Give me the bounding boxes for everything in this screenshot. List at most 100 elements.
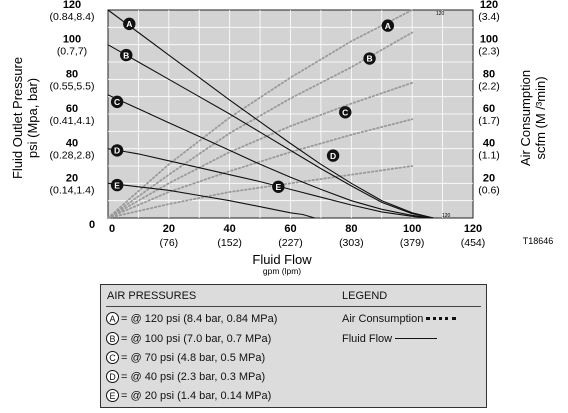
y-left-tick-label: 80 [66,68,78,80]
legend-row-b: B = @ 100 psi (7.0 bar, 0.7 MPa) [106,330,271,347]
air-pressure-legend: AIR PRESSURES LEGEND A = @ 120 psi (8.4 … [100,284,487,408]
air-consumption-line-d [107,118,414,219]
x-tick-sublabel: (454) [461,237,486,249]
fluid-flow-line-a [107,9,435,219]
x-tick-sublabel: (152) [217,237,242,249]
series-marker-b [363,52,376,65]
legend-header-air-pressures: AIR PRESSURES [107,290,197,302]
legend-item-fluid-flow: Fluid Flow [342,330,438,347]
y-left-tick-sublabel: (0.84,8.4) [50,11,95,23]
solid-line-icon [395,338,438,339]
series-marker-c [110,95,124,109]
series-marker-b [120,48,133,62]
legend-fluid-flow-label: Fluid Flow [342,332,393,345]
legend-air-consumption-label: Air Consumption [342,312,424,325]
y-axis-left-title: Fluid Outlet Pressure [10,57,25,179]
x-tick-label: 60 [284,223,296,235]
series-marker-e [110,178,124,192]
series-marker-d [326,149,340,162]
series-marker-e [272,180,285,193]
y-left-tick-label: 120 [63,0,81,11]
y-right-tick-sublabel: (3.4) [478,11,500,23]
fluid-flow-line-e [107,182,316,219]
air-consumption-line-a [107,9,414,219]
series-marker-label: B [123,50,129,60]
circle-a-icon: A [106,312,119,325]
y-right-tick-sublabel: (2.3) [478,46,500,58]
y-right-tick-label: 40 [483,138,495,150]
series-marker-d [110,144,124,157]
legend-row-text: = @ 120 psi (8.4 bar, 0.84 MPa) [121,312,278,325]
y-axis-right-unit: scfm (M /³min) [533,76,548,159]
y-left-tick-sublabel: (0.14,1.4) [50,184,95,196]
x-tick-label: 80 [345,223,357,235]
series-marker-label: C [342,107,348,117]
y-right-tick-label: 100 [480,34,498,46]
x-tick-label: 120 [464,223,482,235]
x-tick-label: 40 [224,223,236,235]
x-axis-unit: gpm (lpm) [263,266,301,276]
legend-row-text: = @ 70 psi (4.8 bar, 0.5 MPa) [121,351,266,364]
legend-row-text: = @ 40 psi (2.3 bar, 0.3 MPa) [121,370,266,383]
series-marker-label: A [385,21,391,31]
series-marker-label: D [114,146,120,156]
y-axis-right-title: Air Consumption [518,70,533,166]
annotation-flow-120: 120 [442,213,451,219]
y-left-tick-sublabel: (0.55,5.5) [50,80,95,92]
gridlines [108,10,473,218]
air-consumption-line-e [107,165,414,219]
y-right-tick-label: 60 [483,103,495,115]
x-tick-sublabel: (303) [339,237,364,249]
series-marker-label: C [114,97,120,107]
y-left-tick-sublabel: (0.7,7) [57,46,87,58]
series-markers: A B C D E A B C D E [110,17,395,193]
y-left-tick-sublabel: (0.41,4.1) [50,115,95,127]
series-marker-label: E [114,180,120,190]
y-right-tick-sublabel: (1.7) [478,115,500,127]
series-marker-a [381,19,395,32]
series-marker-label: A [126,19,132,29]
y-right-tick-sublabel: (0.6) [478,184,500,196]
y-left-tick-sublabel: (0.28,2.8) [50,150,95,162]
air-consumption-series [107,9,414,219]
circle-c-icon: C [106,351,119,364]
y-right-tick-sublabel: (1.1) [478,150,500,162]
x-tick-sublabel: (379) [400,237,425,249]
tick-labels: 0 20(76)40(152)60(227)80(303)100(379)120(… [50,0,500,249]
y-right-tick-label: 80 [483,68,495,80]
legend-divider [106,306,481,307]
y-left-tick-label: 20 [66,172,78,184]
y-right-tick-sublabel: (2.2) [478,80,500,92]
y-axis-left-unit: psi (Mpa, bar) [25,78,40,158]
fluid-flow-line-b [107,44,435,219]
legend-row-e: E = @ 20 psi (1.4 bar, 0.14 MPa) [106,387,271,404]
dotted-line-icon [426,317,457,320]
y-left-tick-label: 0 [89,219,95,231]
series-marker-label: B [367,54,373,64]
x-tick-label: 100 [403,223,421,235]
x-tick-label: 20 [163,223,175,235]
x-tick-sublabel: (227) [278,237,303,249]
y-left-tick-label: 100 [63,34,81,46]
figure-code: T18646 [523,236,554,246]
legend-row-a: A = @ 120 psi (8.4 bar, 0.84 MPa) [106,310,277,327]
series-marker-c [339,106,352,119]
x-tick-label: 0 [109,223,115,235]
circle-b-icon: B [106,332,119,345]
y-left-tick-label: 40 [66,138,78,150]
legend-item-air-consumption: Air Consumption [342,310,457,327]
legend-row-c: C = @ 70 psi (4.8 bar, 0.5 MPa) [106,349,265,366]
legend-row-d: D = @ 40 psi (2.3 bar, 0.3 MPa) [106,368,265,385]
circle-e-icon: E [106,389,119,402]
fluid-flow-line-c [107,94,435,219]
x-tick-sublabel: (76) [159,237,178,249]
legend-row-text: = @ 100 psi (7.0 bar, 0.7 MPa) [121,332,272,345]
x-axis-title: Fluid Flow [252,252,312,267]
y-right-tick-label: 120 [480,0,498,11]
series-marker-label: D [330,151,336,161]
legend-row-text: = @ 20 psi (1.4 bar, 0.14 MPa) [121,389,272,402]
series-marker-label: E [275,182,281,192]
annotation-air-120: 120 [436,11,445,17]
series-marker-a [123,17,136,31]
